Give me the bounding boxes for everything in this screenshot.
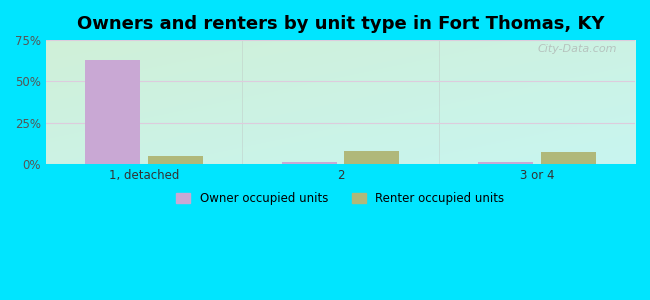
Legend: Owner occupied units, Renter occupied units: Owner occupied units, Renter occupied un…	[172, 188, 510, 210]
Text: City-Data.com: City-Data.com	[538, 44, 618, 54]
Title: Owners and renters by unit type in Fort Thomas, KY: Owners and renters by unit type in Fort …	[77, 15, 605, 33]
Bar	[344, 151, 399, 164]
Bar	[281, 162, 337, 164]
Bar	[85, 60, 140, 164]
Bar	[478, 162, 533, 164]
Bar	[541, 152, 595, 164]
Bar	[148, 156, 203, 164]
